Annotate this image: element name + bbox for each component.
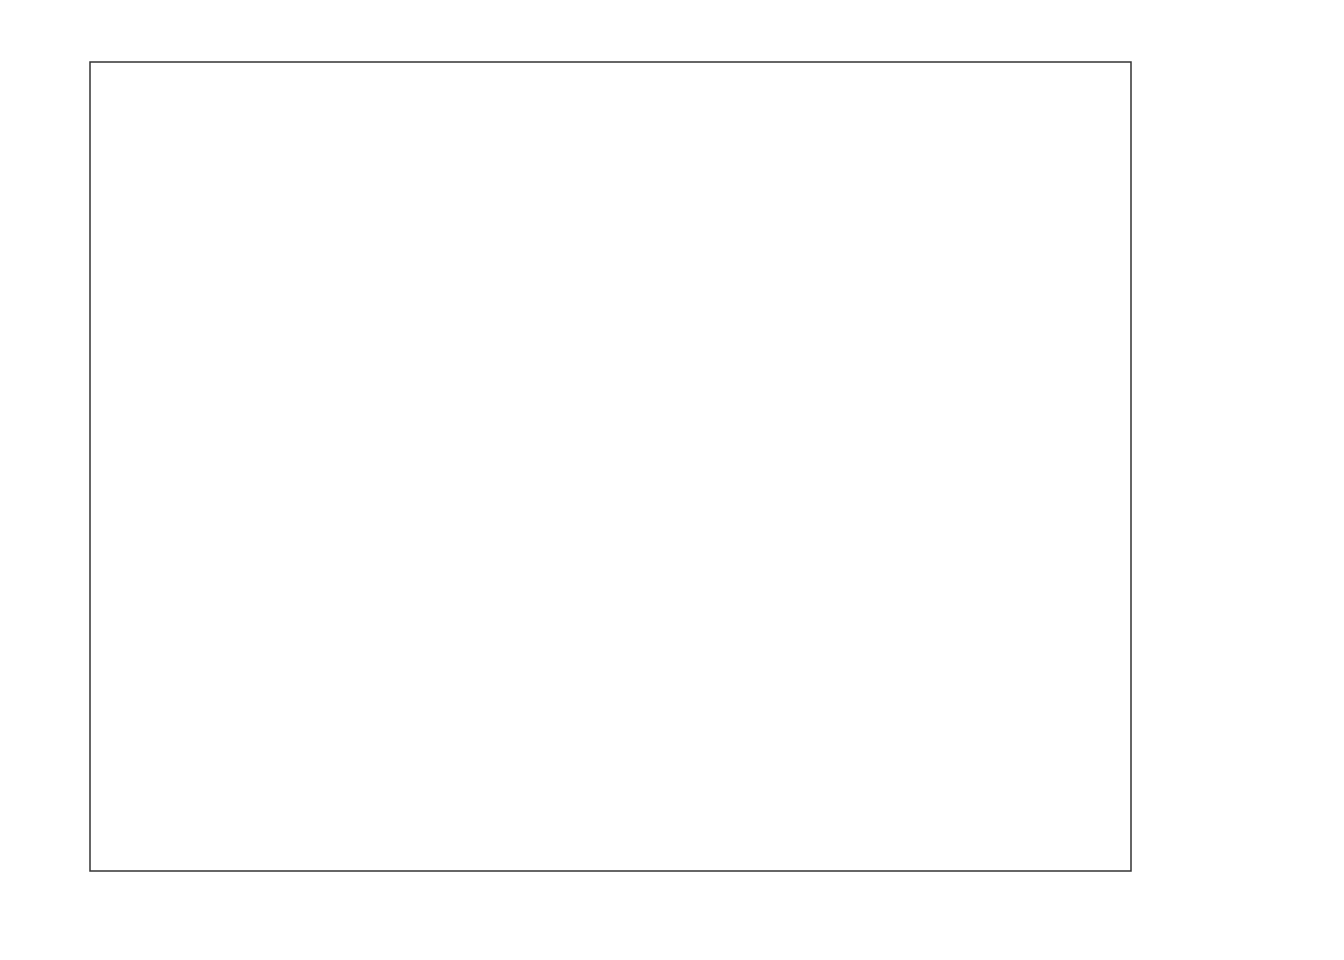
- plot-panel-border: [89, 61, 1132, 872]
